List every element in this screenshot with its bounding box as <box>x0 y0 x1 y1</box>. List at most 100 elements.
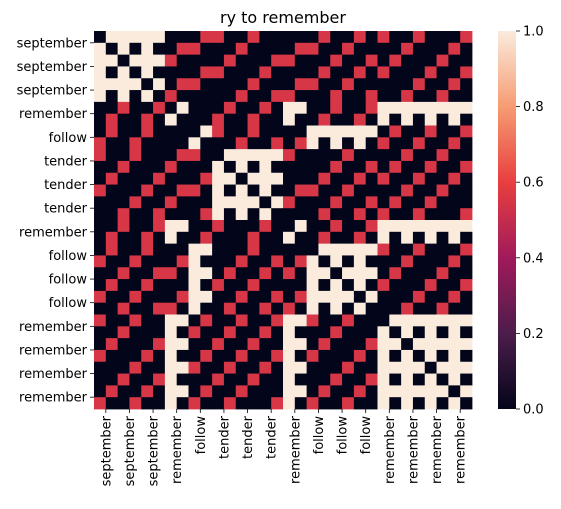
heatmap-cell <box>271 220 284 233</box>
heatmap-cell <box>377 66 390 79</box>
heatmap-cell <box>365 101 378 115</box>
y-tick-label: september <box>17 84 88 99</box>
heatmap-cell <box>436 101 449 115</box>
heatmap-cell <box>129 361 142 374</box>
y-tick-label: remember <box>19 391 88 406</box>
heatmap-cell <box>94 208 107 221</box>
heatmap-cell <box>259 255 272 268</box>
heatmap-cell <box>247 243 260 256</box>
heatmap-cell <box>330 125 343 138</box>
heatmap-cell <box>460 160 473 174</box>
heatmap-cell <box>342 361 355 374</box>
heatmap-cell <box>318 137 331 150</box>
heatmap-cell <box>365 326 378 339</box>
heatmap-cell <box>389 255 402 268</box>
heatmap-cell <box>389 373 402 386</box>
heatmap-cell <box>164 54 178 67</box>
heatmap-cell <box>176 231 189 245</box>
heatmap-cell <box>306 243 319 256</box>
heatmap-cell <box>401 66 414 79</box>
heatmap-cell <box>283 184 296 197</box>
heatmap-cell <box>401 302 414 315</box>
heatmap-cell <box>259 290 272 304</box>
heatmap-cell <box>117 302 130 315</box>
heatmap-cell <box>353 255 367 268</box>
heatmap-cell <box>141 326 154 339</box>
heatmap-cell <box>448 42 461 56</box>
heatmap-cell <box>436 255 449 268</box>
heatmap-cell <box>247 267 260 280</box>
heatmap-cell <box>448 66 461 79</box>
heatmap-cell <box>164 243 178 256</box>
heatmap-cell <box>353 149 367 162</box>
heatmap-cell <box>129 385 142 398</box>
heatmap-cell <box>283 326 296 339</box>
heatmap-cell <box>448 196 461 209</box>
heatmap-cell <box>377 184 390 197</box>
heatmap-cell <box>283 397 296 410</box>
heatmap-cell <box>389 361 402 374</box>
heatmap-cell <box>448 184 461 197</box>
heatmap-cell <box>377 338 390 351</box>
heatmap-cell <box>188 267 201 280</box>
heatmap-cell <box>436 90 449 103</box>
heatmap-cell <box>283 361 296 374</box>
heatmap-cell <box>342 349 355 363</box>
heatmap-cell <box>436 231 449 245</box>
heatmap-cell <box>353 54 367 67</box>
heatmap-cell <box>176 326 189 339</box>
heatmap-cell <box>259 314 272 327</box>
colorbar-tick-label: 0.6 <box>523 176 544 191</box>
heatmap-cell <box>188 90 201 103</box>
y-tick-label: tender <box>44 202 88 217</box>
heatmap-cell <box>129 196 142 209</box>
heatmap-cell <box>223 208 237 221</box>
heatmap-cell <box>353 208 367 221</box>
heatmap-cell <box>330 66 343 79</box>
heatmap-cell <box>330 231 343 245</box>
heatmap-cell <box>129 338 142 351</box>
heatmap-cell <box>460 137 473 150</box>
heatmap-cell <box>424 66 437 79</box>
heatmap-cell <box>271 66 284 79</box>
x-tick-label: remember <box>406 415 421 484</box>
heatmap-cell <box>342 78 355 91</box>
heatmap-cell <box>401 314 414 327</box>
heatmap-cell <box>342 326 355 339</box>
heatmap-cell <box>365 137 378 150</box>
heatmap-cell <box>306 373 319 386</box>
heatmap-cell <box>223 42 237 56</box>
heatmap-cell <box>141 125 154 138</box>
heatmap-cell <box>412 125 426 138</box>
heatmap-cell <box>247 196 260 209</box>
heatmap-cell <box>377 31 390 44</box>
heatmap-cell <box>94 137 107 150</box>
heatmap-cell <box>153 113 166 126</box>
heatmap-cell <box>330 314 343 327</box>
heatmap-cell <box>448 90 461 103</box>
heatmap-cell <box>424 160 437 174</box>
heatmap-cell <box>306 314 319 327</box>
heatmap-cell <box>342 42 355 56</box>
heatmap-cell <box>223 231 237 245</box>
heatmap-cell <box>129 349 142 363</box>
heatmap-cell <box>436 31 449 44</box>
heatmap-cell <box>141 231 154 245</box>
heatmap-cell <box>377 101 390 115</box>
heatmap-cell <box>141 101 154 115</box>
heatmap-cell <box>176 42 189 56</box>
heatmap-cell <box>176 184 189 197</box>
heatmap-cell <box>153 54 166 67</box>
heatmap-cell <box>247 31 260 44</box>
heatmap-cell <box>353 314 367 327</box>
heatmap-cell <box>460 66 473 79</box>
heatmap-cell <box>283 149 296 162</box>
heatmap-cell <box>247 220 260 233</box>
heatmap-cell <box>164 361 178 374</box>
heatmap-cell <box>141 184 154 197</box>
heatmap-cell <box>271 42 284 56</box>
heatmap-cell <box>200 338 213 351</box>
heatmap-cell <box>271 196 284 209</box>
heatmap-cell <box>365 113 378 126</box>
colorbar-tick-label: 0.4 <box>523 251 544 266</box>
